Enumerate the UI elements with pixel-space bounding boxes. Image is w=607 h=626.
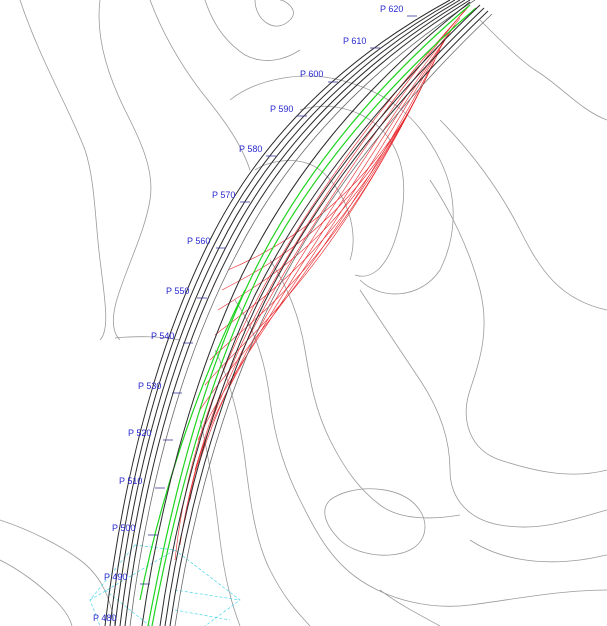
road-edge — [119, 0, 466, 626]
red-variant-line — [174, 4, 471, 561]
road-edge — [129, 0, 476, 626]
station-label: P 520 — [128, 428, 151, 438]
road-edge — [159, 4, 481, 626]
contour-line — [479, 19, 607, 121]
red-variant-line — [197, 39, 446, 441]
green-line — [147, 4, 471, 626]
road-centerline — [141, 1, 471, 626]
contour-line — [269, 259, 461, 519]
red-variant-line — [227, 109, 411, 271]
contour-line — [359, 289, 607, 528]
station-label: P 530 — [138, 381, 161, 391]
station-label: P 620 — [380, 4, 403, 14]
contour-line — [429, 179, 607, 475]
station-label: P 590 — [270, 104, 293, 114]
green-line — [151, 7, 477, 626]
survey-line — [89, 549, 176, 601]
station-label: P 570 — [212, 190, 235, 200]
contour-line — [234, 299, 607, 607]
contour-line — [214, 349, 311, 626]
road-edge — [114, 0, 461, 626]
contour-line — [204, 0, 301, 61]
contour-line — [254, 160, 354, 261]
contour-line — [299, 105, 405, 277]
survey-line — [174, 609, 231, 621]
contour-line — [0, 559, 73, 626]
station-label: P 550 — [166, 286, 189, 296]
contour-line — [254, 0, 294, 27]
station-label: P 580 — [239, 144, 262, 154]
green-alignment — [139, 4, 477, 626]
contour-line — [229, 75, 454, 295]
red-variant-line — [209, 69, 431, 361]
contour-line — [0, 519, 116, 626]
red-variant-line — [189, 24, 456, 501]
station-label: P 490 — [104, 572, 127, 582]
road-edge — [104, 0, 451, 626]
station-label: P 610 — [343, 36, 366, 46]
station-label: P 500 — [112, 523, 135, 533]
station-label: P 540 — [151, 331, 174, 341]
contour-line — [149, 0, 251, 171]
contour-line — [439, 119, 607, 311]
station-label: P 510 — [119, 476, 142, 486]
contour-line — [379, 589, 441, 626]
red-variant-line — [179, 9, 466, 546]
station-labels: P 490 P 500 P 510 P 520 P 530 P 540 P 550 P 560… — [93, 4, 403, 623]
station-label: P 480 — [93, 613, 116, 623]
survey-line — [174, 589, 241, 601]
road-edge — [169, 10, 489, 626]
red-variant-line — [217, 89, 421, 311]
red-variant-line — [184, 17, 461, 521]
red-variants — [174, 4, 471, 561]
red-variant-line — [221, 99, 416, 291]
road-alignment — [104, 0, 493, 626]
contour-line — [19, 0, 107, 341]
green-line — [139, 289, 246, 601]
contour-line — [469, 539, 607, 563]
contour-line — [98, 0, 152, 341]
station-ticks — [140, 15, 417, 585]
red-variant-line — [214, 79, 426, 336]
road-edge — [124, 0, 471, 626]
station-label: P 600 — [300, 69, 323, 79]
road-edge — [164, 7, 485, 626]
station-label: P 560 — [187, 236, 210, 246]
road-edge — [109, 0, 456, 626]
contour-line — [324, 488, 426, 556]
road-edge — [174, 13, 493, 626]
